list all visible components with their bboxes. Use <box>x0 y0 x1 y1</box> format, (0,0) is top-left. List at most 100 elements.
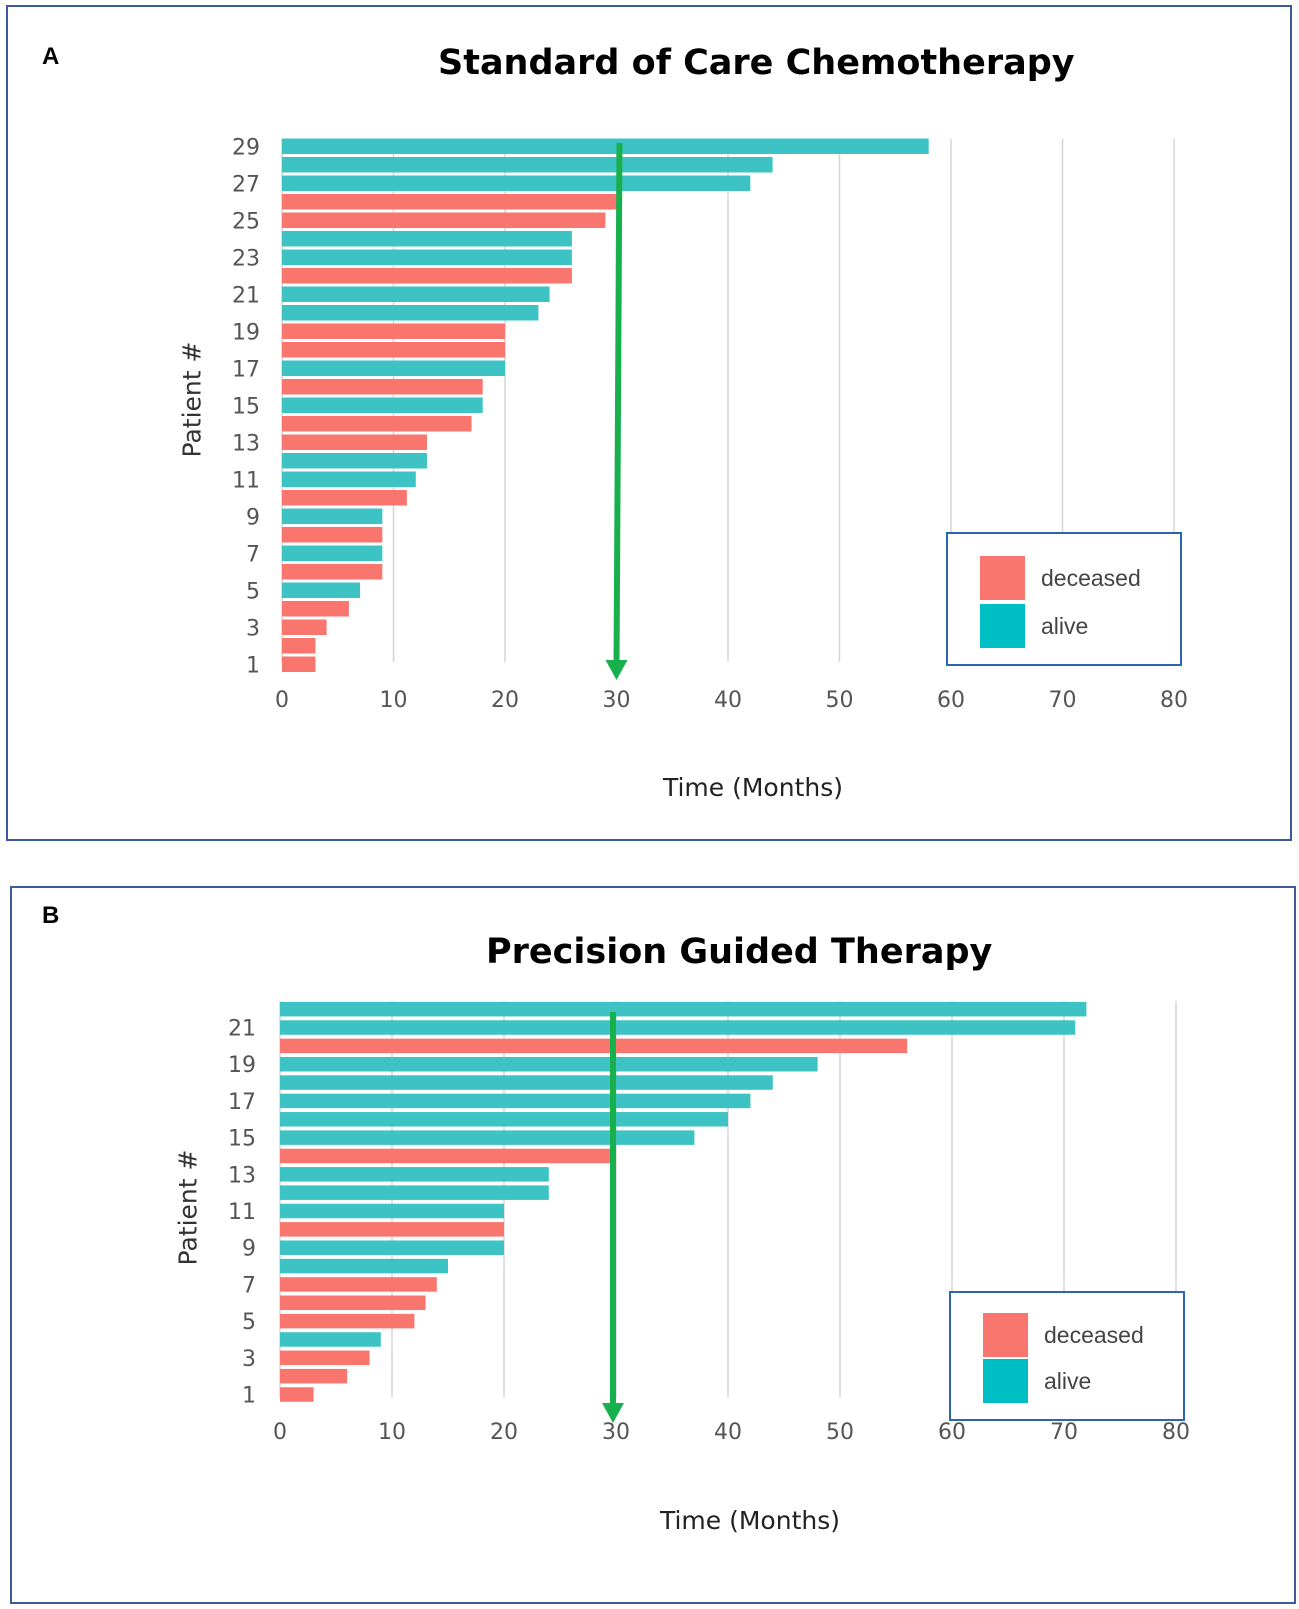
x-tick-label: 20 <box>490 1420 518 1445</box>
legend-item-deceased: deceased <box>983 1313 1144 1357</box>
reference-arrow-head <box>602 1403 624 1423</box>
y-tick-label: 23 <box>232 246 260 271</box>
bar-patient-15 <box>280 1130 695 1145</box>
y-tick-label: 21 <box>228 1017 256 1042</box>
x-tick-label: 0 <box>275 688 289 713</box>
bar-patient-10 <box>280 1222 504 1237</box>
y-tick-label: 9 <box>246 505 260 530</box>
y-tick-label: 15 <box>232 394 260 419</box>
bar-patient-11 <box>280 1203 504 1219</box>
x-tick-label: 70 <box>1050 1420 1078 1445</box>
x-tick-label: 0 <box>273 1420 287 1445</box>
x-tick-label: 30 <box>602 1420 630 1445</box>
bar-patient-9 <box>280 1240 504 1255</box>
bar-patient-19 <box>282 323 505 339</box>
bar-patient-17 <box>282 360 505 376</box>
y-tick-label: 17 <box>228 1090 256 1115</box>
bar-patient-20 <box>280 1038 908 1054</box>
legend-swatch-alive <box>980 604 1025 648</box>
chart-title: Standard of Care Chemotherapy <box>438 43 1075 83</box>
bar-patient-5 <box>282 582 361 598</box>
bar-patient-14 <box>280 1148 616 1164</box>
reference-arrow-head <box>605 660 628 680</box>
legend-swatch-alive <box>983 1359 1028 1403</box>
x-tick-label: 10 <box>378 1420 406 1445</box>
x-tick-label: 70 <box>1049 688 1077 713</box>
panel-letter: A <box>42 43 60 70</box>
legend-label: alive <box>1041 612 1089 639</box>
y-tick-label: 17 <box>232 357 260 382</box>
x-axis-label: Time (Months) <box>662 773 844 802</box>
bar-chart-plot: 0 10 20 30 40 50 60 70 8013579111315171921232527… <box>232 135 1188 713</box>
legend-swatch-deceased <box>983 1313 1028 1357</box>
x-tick-label: 60 <box>938 1420 966 1445</box>
bar-patient-21 <box>282 286 550 302</box>
bar-patient-21 <box>280 1020 1076 1035</box>
y-tick-label: 19 <box>232 320 260 345</box>
bar-patient-22 <box>280 1001 1087 1017</box>
bar-patient-6 <box>282 564 383 580</box>
bar-patient-20 <box>282 305 539 321</box>
legend-label: deceased <box>1044 1321 1144 1348</box>
y-tick-label: 1 <box>246 653 260 678</box>
y-tick-label: 5 <box>246 579 260 604</box>
y-tick-label: 7 <box>246 542 260 567</box>
legend-label: alive <box>1044 1367 1092 1394</box>
bar-patient-2 <box>280 1368 348 1384</box>
bar-patient-4 <box>280 1332 381 1347</box>
bar-patient-14 <box>282 416 472 432</box>
bar-patient-1 <box>280 1387 314 1402</box>
bar-patient-25 <box>282 212 606 228</box>
legend-item-alive: alive <box>983 1359 1091 1403</box>
bar-patient-11 <box>282 471 416 487</box>
bar-patient-12 <box>282 453 427 469</box>
bar-patient-15 <box>282 397 483 413</box>
bar-patient-13 <box>282 434 427 450</box>
panel-b: B Precision Guided Therapy Patient # Tim… <box>10 886 1296 1604</box>
y-tick-label: 11 <box>232 468 260 493</box>
bar-patient-23 <box>282 249 572 265</box>
x-tick-label: 60 <box>937 688 965 713</box>
x-axis-label: Time (Months) <box>659 1506 841 1535</box>
panel-a: A Standard of Care Chemotherapy Patient … <box>6 5 1292 841</box>
x-tick-label: 50 <box>826 688 854 713</box>
y-tick-label: 5 <box>242 1310 256 1335</box>
bar-patient-1 <box>282 656 316 672</box>
y-tick-label: 3 <box>242 1347 256 1372</box>
bar-patient-3 <box>282 619 327 635</box>
bar-patient-7 <box>282 545 383 561</box>
y-tick-label: 13 <box>232 431 260 456</box>
bar-patient-17 <box>280 1093 751 1109</box>
x-tick-label: 30 <box>603 688 631 713</box>
bar-patient-12 <box>280 1185 549 1200</box>
x-tick-label: 40 <box>714 1420 742 1445</box>
y-tick-label: 21 <box>232 283 260 308</box>
x-tick-label: 10 <box>380 688 408 713</box>
bar-patient-26 <box>282 194 617 210</box>
bar-patient-18 <box>280 1075 773 1090</box>
bar-patient-10 <box>282 490 407 506</box>
bar-patient-4 <box>282 601 349 617</box>
bar-patient-5 <box>280 1313 415 1329</box>
bar-patient-28 <box>282 157 773 173</box>
bar-patient-8 <box>282 527 383 543</box>
chart-title: Precision Guided Therapy <box>486 932 993 972</box>
x-tick-label: 80 <box>1162 1420 1190 1445</box>
bar-patient-24 <box>282 231 572 247</box>
bar-patient-16 <box>280 1112 728 1127</box>
bar-patient-2 <box>282 638 316 654</box>
y-tick-label: 13 <box>228 1163 256 1188</box>
bar-patient-6 <box>280 1295 426 1311</box>
bar-patient-22 <box>282 268 572 284</box>
x-tick-label: 80 <box>1160 688 1188 713</box>
legend: deceased alive <box>946 532 1182 666</box>
legend: deceased alive <box>949 1291 1185 1421</box>
y-tick-label: 9 <box>242 1237 256 1262</box>
legend-item-deceased: deceased <box>980 556 1141 600</box>
bar-patient-29 <box>282 138 929 154</box>
bar-patient-18 <box>282 342 505 358</box>
y-tick-label: 1 <box>242 1384 256 1409</box>
y-tick-label: 29 <box>232 135 260 160</box>
x-tick-label: 50 <box>826 1420 854 1445</box>
